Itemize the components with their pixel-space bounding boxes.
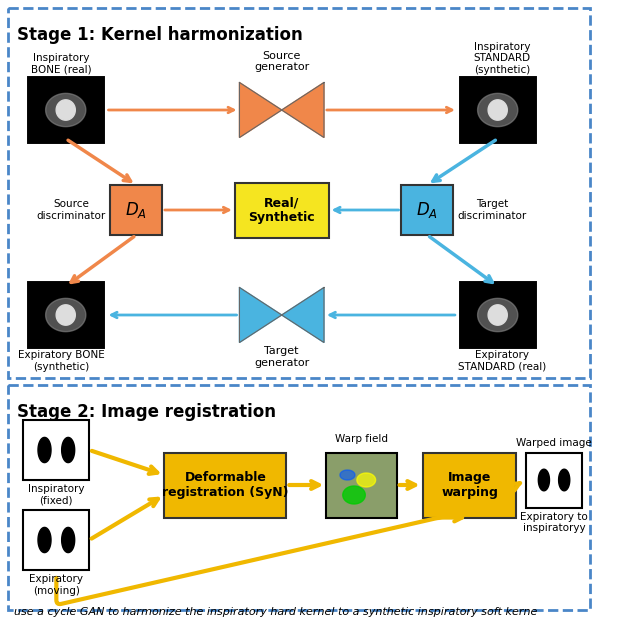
Text: Expiratory BONE
(synthetic): Expiratory BONE (synthetic) xyxy=(18,350,104,372)
Text: $D_A$: $D_A$ xyxy=(416,200,438,220)
FancyBboxPatch shape xyxy=(401,185,453,235)
Bar xyxy=(326,453,397,517)
Text: Expiratory to
inspiratoryy: Expiratory to inspiratoryy xyxy=(520,512,588,533)
Bar xyxy=(26,280,106,350)
Polygon shape xyxy=(477,298,518,332)
Text: use a cycle GAN to harmonize the inspiratory hard kernel to a synthetic inspirat: use a cycle GAN to harmonize the inspira… xyxy=(14,607,538,617)
Bar xyxy=(458,75,538,145)
Polygon shape xyxy=(61,527,75,552)
Text: Inspiratory
BONE (real): Inspiratory BONE (real) xyxy=(31,53,92,75)
Text: Stage 1: Kernel harmonization: Stage 1: Kernel harmonization xyxy=(17,26,303,44)
Polygon shape xyxy=(38,438,51,463)
Text: Warped image: Warped image xyxy=(516,438,592,448)
Polygon shape xyxy=(343,486,365,504)
Polygon shape xyxy=(282,83,324,137)
Polygon shape xyxy=(340,470,355,480)
Bar xyxy=(526,453,582,507)
Polygon shape xyxy=(357,473,376,487)
Text: Source
generator: Source generator xyxy=(254,51,309,73)
Text: Warp field: Warp field xyxy=(335,435,388,445)
Text: Target
generator: Target generator xyxy=(254,347,309,368)
FancyBboxPatch shape xyxy=(164,453,287,517)
Polygon shape xyxy=(538,469,550,491)
Polygon shape xyxy=(56,305,76,325)
Polygon shape xyxy=(559,469,570,491)
Polygon shape xyxy=(239,83,282,137)
FancyBboxPatch shape xyxy=(235,182,329,238)
Polygon shape xyxy=(45,93,86,127)
Bar xyxy=(458,280,538,350)
Polygon shape xyxy=(239,288,282,342)
Text: Expiratory
STANDARD (real): Expiratory STANDARD (real) xyxy=(458,350,547,372)
Text: Target
discriminator: Target discriminator xyxy=(458,199,527,221)
Text: Image
warping: Image warping xyxy=(441,471,498,499)
FancyBboxPatch shape xyxy=(422,453,516,517)
Polygon shape xyxy=(56,100,76,120)
Polygon shape xyxy=(488,305,508,325)
Text: $D_A$: $D_A$ xyxy=(125,200,147,220)
Bar xyxy=(26,75,106,145)
FancyBboxPatch shape xyxy=(8,8,589,378)
Polygon shape xyxy=(282,288,324,342)
Polygon shape xyxy=(45,298,86,332)
Polygon shape xyxy=(488,100,508,120)
Text: Inspiratory
STANDARD
(synthetic): Inspiratory STANDARD (synthetic) xyxy=(474,42,531,75)
Text: Real/
Synthetic: Real/ Synthetic xyxy=(248,196,315,224)
Text: Inspiratory
(fixed): Inspiratory (fixed) xyxy=(28,484,84,505)
Text: Expiratory
(moving): Expiratory (moving) xyxy=(29,574,83,596)
FancyBboxPatch shape xyxy=(110,185,162,235)
FancyBboxPatch shape xyxy=(8,385,589,610)
Text: Stage 2: Image registration: Stage 2: Image registration xyxy=(17,403,276,421)
Polygon shape xyxy=(38,527,51,552)
Polygon shape xyxy=(61,438,75,463)
Text: Source
discriminator: Source discriminator xyxy=(36,199,106,221)
Text: Deformable
registration (SyN): Deformable registration (SyN) xyxy=(162,471,289,499)
Polygon shape xyxy=(477,93,518,127)
Bar xyxy=(24,420,89,480)
Bar xyxy=(24,510,89,570)
